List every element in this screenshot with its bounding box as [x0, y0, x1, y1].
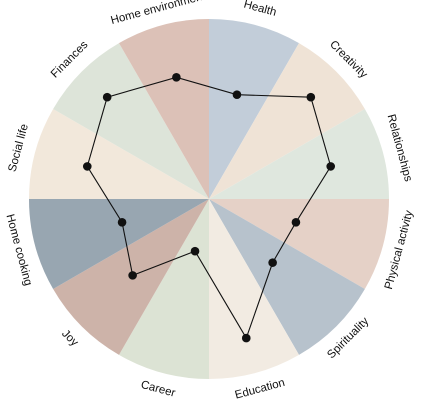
- sector-career: [119, 199, 209, 379]
- data-point-creativity: [306, 92, 316, 102]
- sector-finances: [53, 43, 210, 200]
- sector-home-environment: [119, 19, 209, 199]
- sectors-group: [29, 19, 389, 379]
- sector-spirituality: [209, 199, 365, 355]
- sector-physical-activity: [209, 199, 389, 289]
- data-point-finances: [102, 92, 112, 102]
- data-point-physical-activity: [291, 217, 301, 227]
- data-point-social-life: [82, 162, 92, 171]
- category-label-social-life: Social life: [7, 123, 31, 174]
- data-point-relationships: [326, 162, 336, 171]
- category-label-education: Education: [234, 377, 287, 402]
- data-point-home-environment: [172, 72, 181, 82]
- category-label-career: Career: [139, 379, 176, 400]
- category-label-home-cooking: Home cooking: [3, 213, 34, 287]
- category-label-relationships: Relationships: [385, 113, 415, 183]
- category-label-health: Health: [242, 0, 277, 19]
- sector-creativity: [209, 43, 365, 200]
- sector-home-cooking: [29, 199, 209, 289]
- category-label-joy: Joy: [59, 328, 80, 349]
- data-point-joy: [128, 271, 137, 280]
- sector-health: [209, 19, 299, 199]
- data-point-home-cooking: [117, 217, 127, 227]
- data-point-health: [232, 90, 242, 99]
- sector-social-life: [29, 109, 209, 199]
- data-point-education: [241, 333, 251, 343]
- data-point-career: [190, 246, 200, 256]
- series-group: [82, 72, 336, 343]
- sector-relationships: [209, 109, 389, 199]
- data-point-spirituality: [268, 258, 277, 267]
- category-label-physical-activity: Physical activity: [383, 209, 416, 291]
- sector-education: [209, 199, 299, 379]
